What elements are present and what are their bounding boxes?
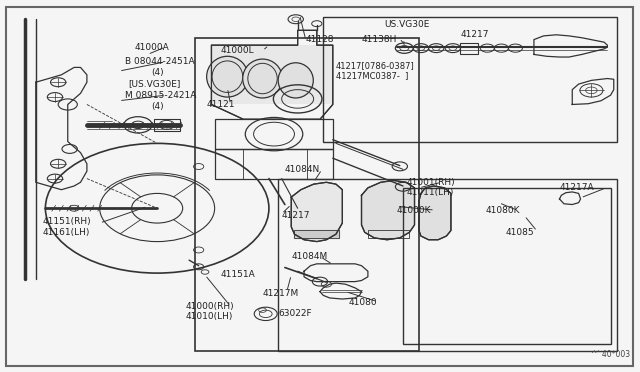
Text: (4): (4) <box>151 68 163 77</box>
Bar <box>214 149 333 179</box>
Text: 41000A: 41000A <box>135 42 170 51</box>
Bar <box>195 38 419 351</box>
Text: (4): (4) <box>151 102 163 111</box>
Text: 41000(RH): 41000(RH) <box>186 302 234 311</box>
Text: US.VG30E: US.VG30E <box>384 20 429 29</box>
Text: 41217[0786-0387]: 41217[0786-0387] <box>336 61 415 70</box>
Text: 41080: 41080 <box>349 298 378 307</box>
Text: [US.VG30E]: [US.VG30E] <box>129 80 180 89</box>
Text: 41000L: 41000L <box>221 46 255 55</box>
Text: 41217A: 41217A <box>559 183 594 192</box>
Text: 41010(LH): 41010(LH) <box>186 312 233 321</box>
Text: 41161(LH): 41161(LH) <box>42 228 90 237</box>
Text: 41217: 41217 <box>282 211 310 220</box>
Text: 41121: 41121 <box>206 100 235 109</box>
Text: 41084N: 41084N <box>285 165 320 174</box>
Text: ^' 40*003: ^' 40*003 <box>591 350 630 359</box>
Polygon shape <box>419 186 451 240</box>
Text: 63022F: 63022F <box>278 310 312 318</box>
Text: 41128: 41128 <box>306 35 335 44</box>
Text: 41084M: 41084M <box>291 252 328 261</box>
Bar <box>214 119 333 149</box>
Text: 41000K: 41000K <box>397 206 431 215</box>
Polygon shape <box>294 231 339 238</box>
Text: 41138H: 41138H <box>362 35 397 44</box>
Bar <box>278 179 617 351</box>
Text: 41080K: 41080K <box>486 206 520 215</box>
Ellipse shape <box>243 59 282 98</box>
Ellipse shape <box>207 56 248 97</box>
Bar <box>211 45 333 105</box>
Text: B 08044-2451A: B 08044-2451A <box>125 57 195 66</box>
Bar <box>154 119 179 131</box>
Bar <box>368 231 410 238</box>
Text: M 08915-2421A: M 08915-2421A <box>125 91 196 100</box>
Bar <box>403 188 611 343</box>
Text: 41151(RH): 41151(RH) <box>42 217 91 226</box>
Text: 41001(RH): 41001(RH) <box>406 178 455 187</box>
Text: 41217: 41217 <box>461 29 489 39</box>
Text: 41217MC0387-  ]: 41217MC0387- ] <box>336 71 408 80</box>
Ellipse shape <box>278 63 314 98</box>
Polygon shape <box>291 182 342 241</box>
Bar <box>323 17 617 141</box>
Polygon shape <box>362 180 415 240</box>
Text: 41151A: 41151A <box>221 270 256 279</box>
Text: 41217M: 41217M <box>262 289 299 298</box>
Text: 41085: 41085 <box>505 228 534 237</box>
Text: 41011(LH): 41011(LH) <box>406 188 454 197</box>
Bar <box>294 231 339 238</box>
Bar <box>461 42 478 54</box>
